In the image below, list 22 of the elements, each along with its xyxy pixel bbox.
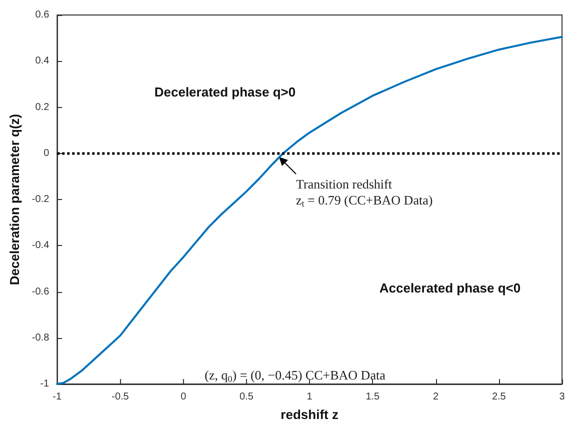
x-tick-label: -0.5 [112, 392, 130, 402]
y-tick-label: 0 [44, 148, 50, 159]
y-tick-label: -0.6 [32, 286, 50, 298]
x-tick-label: 3 [559, 392, 566, 402]
y-tick-label: 0.2 [35, 102, 50, 113]
y-axis-title: Deceleration parameter q(z) [7, 114, 22, 286]
x-tick-label: 2.5 [492, 392, 506, 402]
y-tick-label: -0.4 [32, 240, 50, 252]
x-axis-title: redshift z [280, 407, 339, 422]
x-tick-label: -1 [52, 392, 62, 402]
x-tick-label: 1 [306, 392, 313, 402]
annotation: Accelerated phase q<0 [379, 280, 521, 296]
y-tick-label: -1 [40, 378, 50, 390]
x-tick-label: 0 [180, 392, 187, 402]
x-tick-label: 1.5 [366, 392, 380, 402]
y-tick-label: -0.8 [32, 332, 50, 344]
y-tick-label: 0.4 [35, 56, 50, 67]
y-tick-label: -0.2 [32, 194, 50, 205]
x-tick-label: 2 [433, 392, 439, 402]
annotation: Decelerated phase q>0 [154, 84, 296, 100]
x-tick-label: 0.5 [240, 392, 254, 402]
y-tick-label: 0.6 [35, 10, 50, 20]
